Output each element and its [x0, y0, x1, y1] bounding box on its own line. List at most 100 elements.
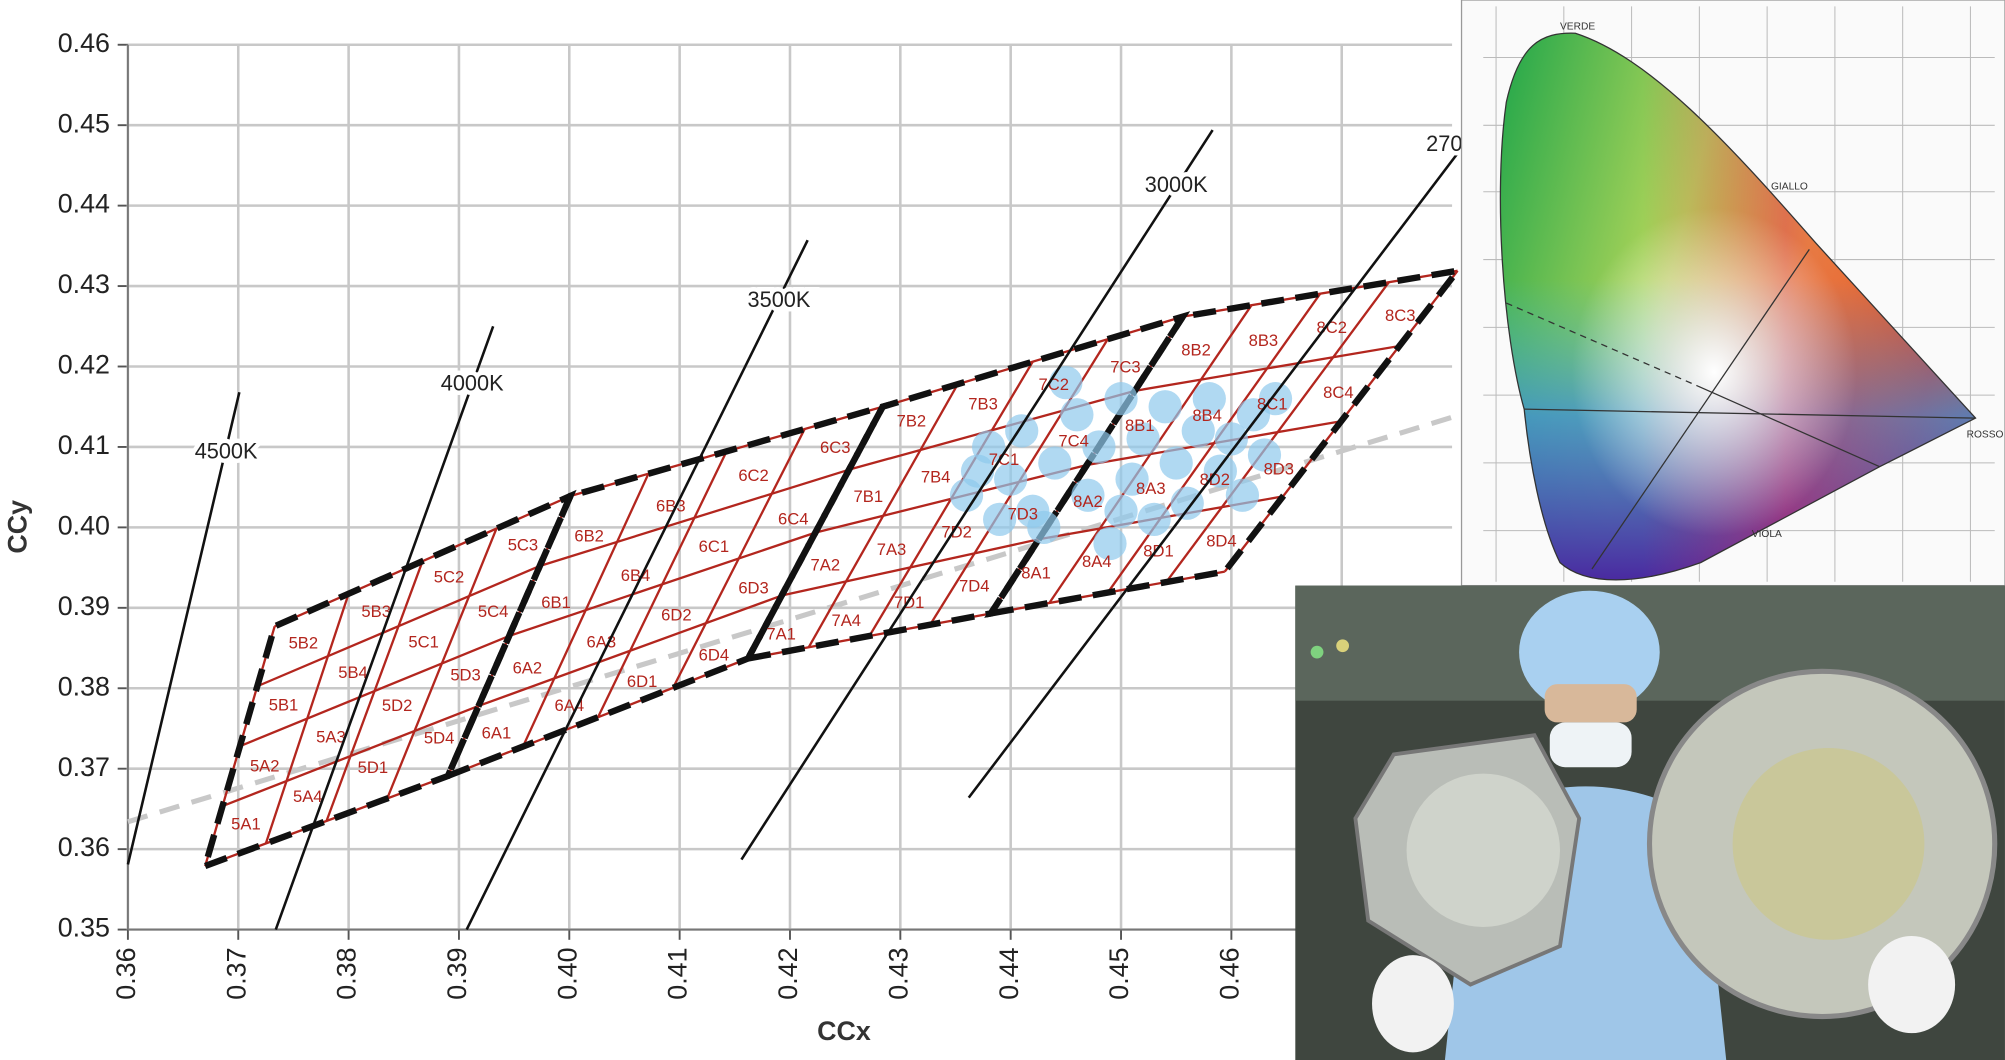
bin-label: 5A4 [293, 787, 323, 806]
measurement-point [1160, 446, 1193, 479]
chromaticity-label: VIOLA [1752, 529, 1782, 540]
bin-label: 7D1 [894, 593, 924, 612]
bin-label: 6C1 [699, 537, 729, 556]
y-tick-label: 0.44 [58, 189, 110, 219]
y-tick-label: 0.41 [58, 430, 110, 460]
bin-label: 8B3 [1249, 331, 1279, 350]
bin-label: 7B1 [854, 487, 884, 506]
bin-label: 8D1 [1143, 542, 1173, 561]
bin-label: 5C3 [508, 535, 538, 554]
bin-label: 8B4 [1192, 406, 1222, 425]
bin-label: 5B1 [269, 695, 299, 714]
bin-label: 5C4 [478, 602, 508, 621]
bin-label: 7D3 [1008, 505, 1038, 524]
bin-label: 5A2 [250, 756, 280, 775]
measurement-point [1038, 446, 1071, 479]
cct-label: 4000K [441, 371, 504, 396]
bin-label: 5C1 [408, 633, 438, 652]
measurement-point [1060, 398, 1093, 431]
planckian-locus [128, 416, 1458, 822]
photo-glove [1372, 955, 1454, 1052]
y-tick-label: 0.35 [58, 913, 110, 943]
bin-label: 8A4 [1082, 552, 1112, 571]
bin-label: 6D4 [699, 645, 729, 664]
photo-mask [1550, 722, 1632, 767]
bin-label: 6D3 [738, 579, 768, 598]
cct-line [276, 326, 493, 929]
x-axis-title: CCx [817, 1016, 871, 1046]
bin-label: 5B3 [361, 602, 391, 621]
bin-label: 5D2 [382, 696, 412, 715]
bin-label: 8A3 [1136, 479, 1166, 498]
y-tick-label: 0.43 [58, 269, 110, 299]
insets: VERDE GIALLO ROSSO VIOLA [1295, 0, 2005, 1060]
cct-label: 4500K [195, 438, 258, 463]
bin-label: 8A2 [1073, 492, 1103, 511]
cleanroom-photo [1295, 586, 2005, 1060]
bin-label: 5B2 [289, 633, 319, 652]
bin-label: 6C3 [820, 438, 850, 457]
chart: CCx CCy 0.350.360.370.380.390.400.410.42… [2, 28, 1489, 1046]
bin-label: 8B1 [1125, 416, 1155, 435]
bin-label: 7A1 [766, 625, 796, 644]
bin-label: 5C2 [434, 567, 464, 586]
photo-glove [1868, 936, 1955, 1033]
measurement-point [1104, 495, 1137, 528]
y-tick-label: 0.36 [58, 832, 110, 862]
bin-label: 5D4 [424, 728, 454, 747]
cct-label: 3500K [748, 287, 811, 312]
cct-label: 3000K [1145, 172, 1208, 197]
bin-label: 5A3 [316, 728, 346, 747]
x-tick-label: 0.37 [221, 947, 251, 999]
bin-label: 7C3 [1110, 358, 1140, 377]
bin-label: 7B3 [968, 395, 998, 414]
bin-label: 5A1 [231, 814, 261, 833]
y-tick-label: 0.37 [58, 752, 110, 782]
x-tick-label: 0.42 [773, 947, 803, 999]
x-tick-label: 0.43 [883, 947, 913, 999]
x-tick-label: 0.40 [552, 947, 582, 999]
y-tick-label: 0.42 [58, 350, 110, 380]
bin-label: 6B3 [656, 497, 686, 516]
bin-label: 8B2 [1181, 341, 1211, 360]
measurement-point [1138, 503, 1171, 536]
bin-label: 8C4 [1323, 383, 1353, 402]
bin-label: 7A3 [877, 540, 907, 559]
measurement-point [1171, 487, 1204, 520]
x-tick-label: 0.36 [111, 947, 141, 999]
bin-label: 7B4 [921, 468, 951, 487]
bin-label: 6A1 [482, 724, 512, 743]
measurement-point [1226, 479, 1259, 512]
bin-label: 6B1 [541, 593, 571, 612]
bin-label: 8A1 [1021, 563, 1051, 582]
bin-label: 7C4 [1058, 432, 1088, 451]
bin-label: 7A2 [811, 555, 841, 574]
photo-wafer-small-center [1407, 774, 1560, 927]
photo-light [1336, 639, 1349, 652]
bin-label: 8D4 [1206, 531, 1236, 550]
y-tick-label: 0.39 [58, 591, 110, 621]
bin-label: 8C3 [1385, 306, 1415, 325]
measurement-point [1104, 382, 1137, 415]
x-tick-label: 0.46 [1214, 947, 1244, 999]
x-tick-label: 0.41 [663, 947, 693, 999]
bin-grid-line [1135, 346, 1400, 391]
y-tick-label: 0.38 [58, 671, 110, 701]
bin-label: 6C4 [778, 510, 808, 529]
bin-label: 6C2 [738, 466, 768, 485]
bin-label: 5D3 [450, 666, 480, 685]
chromaticity-diagram: VERDE GIALLO ROSSO VIOLA [1462, 0, 2005, 586]
bin-group-outline [448, 407, 883, 776]
chromaticity-label: ROSSO [1967, 429, 2004, 440]
photo-face [1545, 684, 1637, 722]
screen: CCx CCy 0.350.360.370.380.390.400.410.42… [0, 0, 2005, 1060]
x-tick-label: 0.39 [442, 947, 472, 999]
y-tick-label: 0.45 [58, 108, 110, 138]
photo-light [1311, 646, 1324, 659]
x-tick-label: 0.44 [994, 947, 1024, 999]
y-axis-title: CCy [2, 500, 32, 554]
bin-label: 5B4 [338, 663, 368, 682]
bin-label: 7B2 [897, 411, 927, 430]
bin-label: 7D4 [959, 576, 989, 595]
bin-label: 6B2 [574, 526, 604, 545]
